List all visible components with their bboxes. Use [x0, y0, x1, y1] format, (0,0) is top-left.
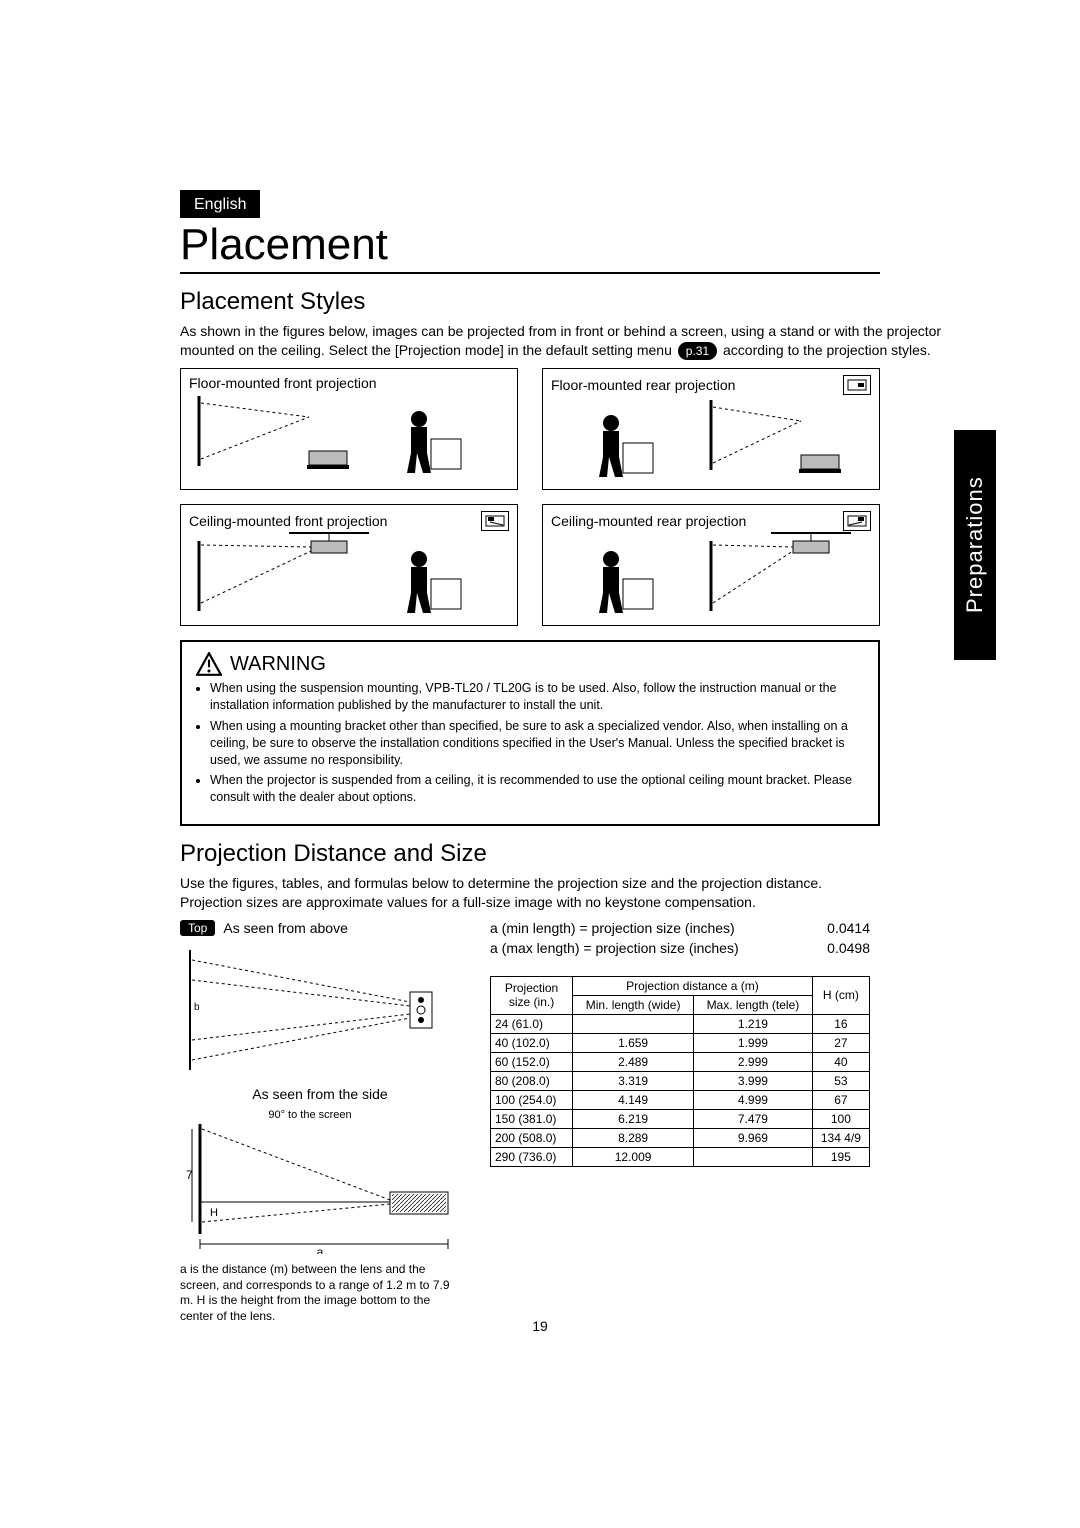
- th-dist: Projection distance a (m): [573, 976, 813, 995]
- svg-text:a: a: [317, 1245, 324, 1254]
- table-cell: 7.479: [694, 1109, 813, 1128]
- table-cell: 2.999: [694, 1052, 813, 1071]
- top-caption: As seen from above: [223, 920, 348, 936]
- distance-note: a is the distance (m) between the lens a…: [180, 1262, 460, 1324]
- table-cell: 80 (208.0): [491, 1071, 573, 1090]
- placement-styles-intro: As shown in the figures below, images ca…: [180, 322, 960, 360]
- th-size: Projection size (in.): [491, 976, 573, 1014]
- formula-min-mult: 0.0414: [827, 920, 870, 936]
- ceil-front-icon: [481, 511, 509, 531]
- table-cell: 1.999: [694, 1033, 813, 1052]
- intro-post: in the default setting menu: [508, 342, 676, 358]
- rear-icon: [843, 375, 871, 395]
- table-cell: 40: [812, 1052, 869, 1071]
- table-cell: 67: [812, 1090, 869, 1109]
- ceil-rear-icon: [843, 511, 871, 531]
- table-cell: [573, 1014, 694, 1033]
- svg-text:b: b: [194, 1002, 200, 1013]
- ceil-rear-label: Ceiling-mounted rear projection: [551, 513, 746, 529]
- table-cell: 100 (254.0): [491, 1090, 573, 1109]
- ceil-front-label: Ceiling-mounted front projection: [189, 513, 387, 529]
- table-row: 100 (254.0)4.1494.99967: [491, 1090, 870, 1109]
- ceil-rear-diagram: [551, 531, 871, 621]
- table-row: 200 (508.0)8.2899.969134 4/9: [491, 1128, 870, 1147]
- table-cell: [694, 1147, 813, 1166]
- warning-box: WARNING When using the suspension mounti…: [180, 640, 880, 826]
- projection-distance-heading: Projection Distance and Size: [180, 840, 960, 868]
- warning-icon: [196, 652, 222, 676]
- side-caption: As seen from the side: [180, 1086, 460, 1102]
- warning-item: When the projector is suspended from a c…: [210, 772, 864, 806]
- floor-rear-diagram: [551, 395, 871, 485]
- formula-min-text: a (min length) = projection size (inches…: [490, 920, 735, 936]
- table-cell: 40 (102.0): [491, 1033, 573, 1052]
- side-tab-preparations: Preparations: [954, 430, 996, 660]
- cell-floor-rear: Floor-mounted rear projection: [542, 368, 880, 490]
- warning-item: When using a mounting bracket other than…: [210, 718, 864, 769]
- placement-grid: Floor-mounted front projection F: [180, 368, 880, 626]
- floor-rear-label: Floor-mounted rear projection: [551, 377, 735, 393]
- th-height: H (cm): [812, 976, 869, 1014]
- language-tab: English: [180, 190, 260, 218]
- warning-title: WARNING: [230, 653, 326, 676]
- table-cell: 16: [812, 1014, 869, 1033]
- warning-list: When using the suspension mounting, VPB-…: [196, 680, 864, 806]
- table-cell: 24 (61.0): [491, 1014, 573, 1033]
- table-row: 24 (61.0) 1.21916: [491, 1014, 870, 1033]
- formula-min: a (min length) = projection size (inches…: [490, 920, 870, 936]
- table-cell: 200 (508.0): [491, 1128, 573, 1147]
- table-row: 290 (736.0)12.009 195: [491, 1147, 870, 1166]
- table-cell: 3.999: [694, 1071, 813, 1090]
- table-cell: 195: [812, 1147, 869, 1166]
- table-cell: 134 4/9: [812, 1128, 869, 1147]
- ceil-front-diagram: [189, 531, 509, 621]
- cell-ceil-front: Ceiling-mounted front projection: [180, 504, 518, 626]
- page-title: Placement: [180, 220, 880, 274]
- floor-front-diagram: [189, 391, 509, 481]
- table-cell: 1.659: [573, 1033, 694, 1052]
- formula-max-text: a (max length) = projection size (inches…: [490, 940, 739, 956]
- table-cell: 150 (381.0): [491, 1109, 573, 1128]
- placement-styles-heading: Placement Styles: [180, 288, 960, 316]
- projection-table: Projection size (in.) Projection distanc…: [490, 976, 870, 1167]
- table-cell: 3.319: [573, 1071, 694, 1090]
- table-cell: 100: [812, 1109, 869, 1128]
- floor-front-label: Floor-mounted front projection: [189, 375, 377, 391]
- th-min: Min. length (wide): [573, 995, 694, 1014]
- projection-mode-label: [Projection mode]: [395, 342, 504, 358]
- table-cell: 290 (736.0): [491, 1147, 573, 1166]
- formula-max-mult: 0.0498: [827, 940, 870, 956]
- table-cell: 6.219: [573, 1109, 694, 1128]
- formula-max: a (max length) = projection size (inches…: [490, 940, 870, 956]
- top-view-diagram: b: [180, 940, 460, 1080]
- table-cell: 9.969: [694, 1128, 813, 1147]
- th-max: Max. length (tele): [694, 995, 813, 1014]
- intro-tail: according to the projection styles.: [723, 342, 931, 358]
- top-pill: Top: [180, 920, 215, 936]
- projection-distance-intro: Use the figures, tables, and formulas be…: [180, 874, 880, 912]
- table-cell: 8.289: [573, 1128, 694, 1147]
- page-number: 19: [532, 1318, 548, 1334]
- svg-text:90° to the screen: 90° to the screen: [268, 1109, 351, 1121]
- cell-floor-front: Floor-mounted front projection: [180, 368, 518, 490]
- left-diagrams: Top As seen from above b As seen from: [180, 920, 460, 1324]
- table-cell: 27: [812, 1033, 869, 1052]
- table-cell: 1.219: [694, 1014, 813, 1033]
- table-row: 80 (208.0)3.3193.99953: [491, 1071, 870, 1090]
- svg-text:H: H: [210, 1207, 218, 1219]
- page-ref: p.31: [678, 342, 717, 360]
- table-cell: 2.489: [573, 1052, 694, 1071]
- side-view-diagram: 90° to the screen 7 H a: [180, 1104, 460, 1254]
- warning-item: When using the suspension mounting, VPB-…: [210, 680, 864, 714]
- cell-ceil-rear: Ceiling-mounted rear projection: [542, 504, 880, 626]
- table-cell: 12.009: [573, 1147, 694, 1166]
- table-row: 60 (152.0)2.4892.99940: [491, 1052, 870, 1071]
- table-row: 150 (381.0)6.2197.479100: [491, 1109, 870, 1128]
- table-cell: 60 (152.0): [491, 1052, 573, 1071]
- table-cell: 4.149: [573, 1090, 694, 1109]
- table-cell: 53: [812, 1071, 869, 1090]
- right-column: a (min length) = projection size (inches…: [490, 920, 920, 1324]
- table-cell: 4.999: [694, 1090, 813, 1109]
- table-row: 40 (102.0)1.6591.99927: [491, 1033, 870, 1052]
